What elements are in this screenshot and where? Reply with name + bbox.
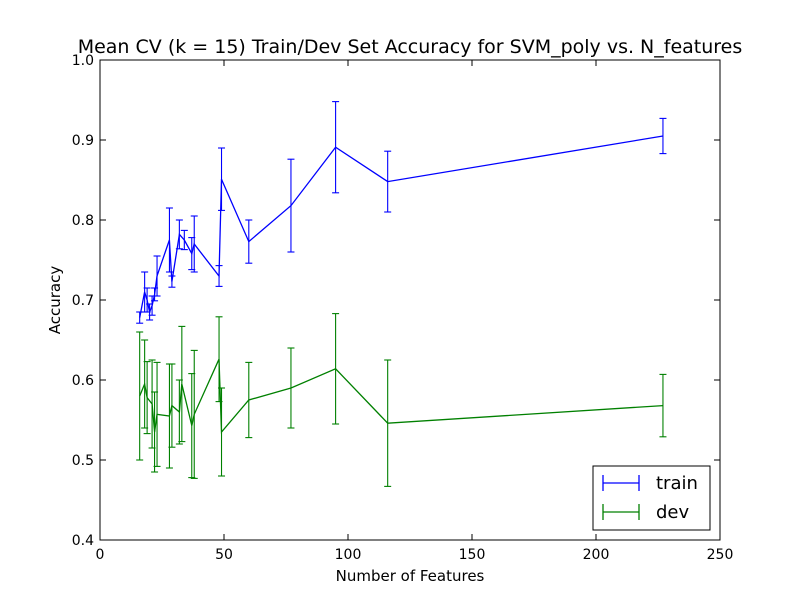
y-tick-label: 0.5 xyxy=(72,453,94,469)
plot-area: 0 50 100 150 200 250 0.4 0.5 0.6 0.7 0.8 0.9 1.0 trai… xyxy=(72,53,734,563)
error-bar-dev xyxy=(332,313,340,425)
error-bar-train xyxy=(180,229,188,251)
error-bar-train xyxy=(659,117,667,155)
y-tick-label: 0.6 xyxy=(72,373,94,389)
error-bar-dev xyxy=(384,359,392,487)
error-bar-train xyxy=(384,150,392,213)
error-bar-dev xyxy=(136,331,144,461)
error-bar-dev xyxy=(143,361,151,435)
x-tick-label: 50 xyxy=(215,547,233,563)
error-bar-train xyxy=(190,215,198,273)
error-bar-dev xyxy=(287,347,295,429)
error-bar-dev xyxy=(153,361,161,467)
error-bar-train xyxy=(215,265,223,287)
y-tick-label: 0.9 xyxy=(72,133,94,149)
legend-swatch-dev xyxy=(602,504,640,520)
error-bar-train xyxy=(168,275,176,288)
error-bar-train xyxy=(153,255,161,297)
y-axis-label: Accuracy xyxy=(46,266,64,335)
y-tick-label: 0.4 xyxy=(72,533,94,549)
y-tick-label: 0.7 xyxy=(72,293,94,309)
y-tick-label: 1.0 xyxy=(72,53,94,69)
error-bar-dev xyxy=(168,363,176,448)
error-bar-dev xyxy=(218,387,226,477)
error-bar-train xyxy=(165,207,173,273)
error-bar-dev xyxy=(178,325,186,443)
error-bar-train xyxy=(245,219,253,264)
y-tick-label: 0.8 xyxy=(72,213,94,229)
chart-title: Mean CV (k = 15) Train/Dev Set Accuracy … xyxy=(78,36,743,58)
x-tick-label: 150 xyxy=(459,547,486,563)
legend-label-dev: dev xyxy=(656,502,690,523)
x-tick-label: 0 xyxy=(96,547,105,563)
x-tick-label: 200 xyxy=(583,547,610,563)
error-bar-dev xyxy=(245,361,253,439)
error-bar-dev xyxy=(659,373,667,438)
error-bar-train xyxy=(287,158,295,253)
legend-label-train: train xyxy=(656,473,698,494)
legend-swatch-train xyxy=(602,475,640,491)
error-bar-dev xyxy=(190,349,198,479)
error-bar-train xyxy=(218,147,226,211)
error-bar-train xyxy=(332,101,340,194)
legend-box xyxy=(592,465,711,531)
series-line-dev xyxy=(139,358,664,434)
error-bar-train xyxy=(175,219,183,250)
x-tick-label: 250 xyxy=(707,547,734,563)
error-bar-train xyxy=(136,311,144,324)
x-tick-label: 100 xyxy=(335,547,362,563)
series-line-train xyxy=(139,135,664,318)
x-axis-label: Number of Features xyxy=(336,567,485,585)
